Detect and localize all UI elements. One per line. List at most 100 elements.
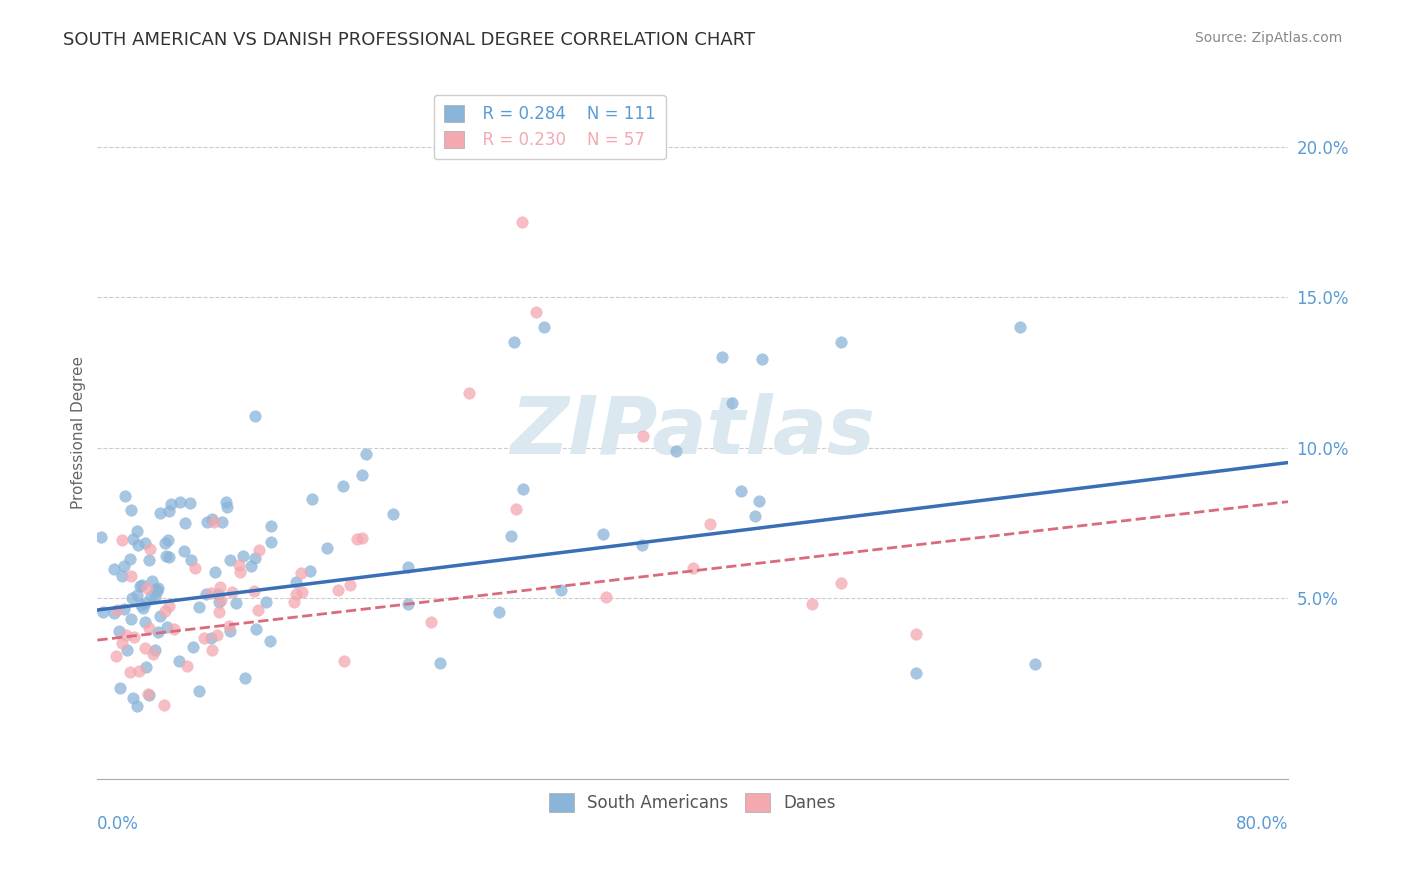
Point xyxy=(219,553,242,567)
Point xyxy=(326,583,349,598)
Point xyxy=(243,584,266,599)
Point xyxy=(128,664,150,678)
Point xyxy=(533,320,555,334)
Point xyxy=(429,656,451,670)
Point xyxy=(339,577,361,591)
Point xyxy=(228,558,250,572)
Point xyxy=(143,590,166,604)
Point xyxy=(202,515,225,529)
Point xyxy=(146,581,169,595)
Point xyxy=(332,479,354,493)
Point xyxy=(665,444,688,458)
Point xyxy=(352,468,374,483)
Point xyxy=(751,352,773,367)
Point xyxy=(180,552,202,566)
Point xyxy=(301,492,323,507)
Point xyxy=(127,538,149,552)
Point xyxy=(631,538,654,552)
Point xyxy=(108,681,131,695)
Point xyxy=(114,628,136,642)
Point xyxy=(904,666,927,681)
Point xyxy=(111,568,134,582)
Point xyxy=(215,500,238,515)
Point xyxy=(243,550,266,565)
Point xyxy=(501,529,523,543)
Point xyxy=(299,564,322,578)
Point xyxy=(218,618,240,632)
Point xyxy=(120,503,142,517)
Point xyxy=(135,660,157,674)
Point xyxy=(211,516,233,530)
Point xyxy=(592,527,614,541)
Point xyxy=(155,549,177,563)
Point xyxy=(118,665,141,680)
Point xyxy=(173,543,195,558)
Point xyxy=(111,533,134,547)
Point xyxy=(104,648,127,663)
Point xyxy=(134,640,156,655)
Text: SOUTH AMERICAN VS DANISH PROFESSIONAL DEGREE CORRELATION CHART: SOUTH AMERICAN VS DANISH PROFESSIONAL DE… xyxy=(63,31,755,49)
Point xyxy=(284,586,307,600)
Point xyxy=(505,502,527,516)
Point xyxy=(354,447,377,461)
Point xyxy=(138,621,160,635)
Point xyxy=(139,541,162,556)
Point xyxy=(208,580,231,594)
Point xyxy=(122,532,145,546)
Point xyxy=(134,536,156,550)
Point xyxy=(163,622,186,636)
Point xyxy=(125,699,148,714)
Point xyxy=(120,612,142,626)
Point xyxy=(121,691,143,706)
Point xyxy=(291,585,314,599)
Point xyxy=(179,496,201,510)
Point xyxy=(103,606,125,620)
Point xyxy=(146,624,169,639)
Point xyxy=(233,671,256,685)
Point xyxy=(239,558,262,573)
Point xyxy=(145,582,167,596)
Point xyxy=(229,565,252,579)
Point xyxy=(333,654,356,668)
Point xyxy=(112,558,135,573)
Point xyxy=(145,583,167,598)
Point xyxy=(115,642,138,657)
Point xyxy=(207,587,229,601)
Point xyxy=(526,305,548,319)
Point xyxy=(157,599,180,613)
Point xyxy=(114,489,136,503)
Point xyxy=(134,596,156,610)
Point xyxy=(721,396,744,410)
Point xyxy=(167,654,190,668)
Point xyxy=(382,508,405,522)
Point xyxy=(730,484,752,499)
Point xyxy=(503,335,526,350)
Point xyxy=(174,516,197,530)
Point xyxy=(218,624,240,639)
Point xyxy=(157,504,180,518)
Point xyxy=(195,515,218,529)
Point xyxy=(316,541,339,555)
Point xyxy=(142,647,165,661)
Point xyxy=(141,574,163,588)
Point xyxy=(225,596,247,610)
Point xyxy=(748,494,770,508)
Point xyxy=(125,524,148,538)
Point xyxy=(744,509,766,524)
Point xyxy=(420,615,443,630)
Point xyxy=(149,506,172,520)
Point xyxy=(831,335,853,350)
Point xyxy=(111,636,134,650)
Point xyxy=(107,624,129,639)
Point xyxy=(120,569,142,583)
Point xyxy=(831,576,853,591)
Point xyxy=(157,550,180,565)
Point xyxy=(200,631,222,645)
Point xyxy=(204,566,226,580)
Point xyxy=(176,658,198,673)
Text: 0.0%: 0.0% xyxy=(97,814,139,832)
Point xyxy=(259,633,281,648)
Point xyxy=(207,605,229,619)
Point xyxy=(120,552,142,566)
Point xyxy=(125,588,148,602)
